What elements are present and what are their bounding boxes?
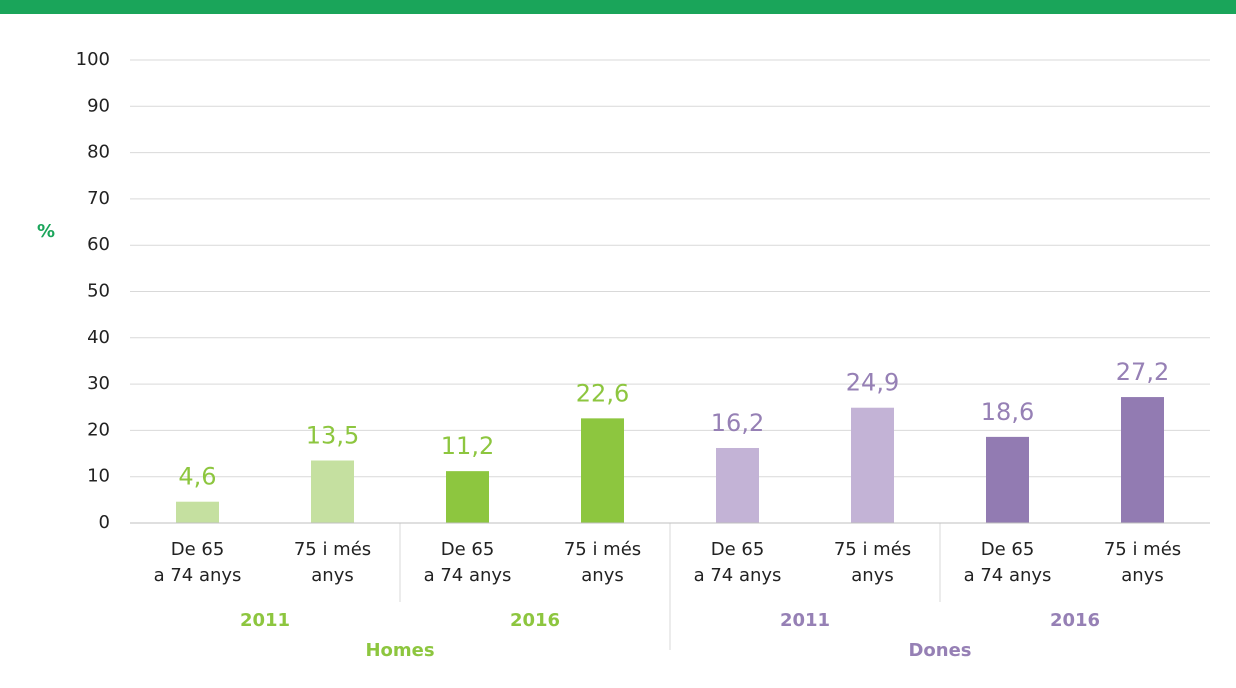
bar <box>176 501 219 523</box>
group-label: Dones <box>908 640 971 661</box>
x-tick-label: De 65 <box>711 539 765 560</box>
bar <box>716 447 759 523</box>
y-tick-label: 100 <box>76 49 110 70</box>
y-tick-label: 10 <box>87 466 110 487</box>
value-label: 11,2 <box>441 432 494 460</box>
x-tick-label: anys <box>1121 565 1163 586</box>
value-label: 18,6 <box>981 398 1034 426</box>
x-tick-label: 75 i més <box>294 539 371 560</box>
value-label: 22,6 <box>576 379 629 407</box>
y-tick-label: 80 <box>87 142 110 163</box>
x-tick-label: 75 i més <box>834 539 911 560</box>
x-tick-label: De 65 <box>171 539 225 560</box>
x-tick-label: a 74 anys <box>964 565 1052 586</box>
year-label: 2011 <box>240 610 290 631</box>
x-tick-label: De 65 <box>441 539 495 560</box>
x-tick-label: 75 i més <box>564 539 641 560</box>
x-tick-label: a 74 anys <box>154 565 242 586</box>
y-axis-label: % <box>37 221 55 242</box>
year-label: 2016 <box>510 610 560 631</box>
x-tick-label: a 74 anys <box>694 565 782 586</box>
y-tick-label: 0 <box>99 512 110 533</box>
bar <box>311 460 354 523</box>
bar <box>851 407 894 523</box>
bar <box>986 436 1029 523</box>
value-label: 27,2 <box>1116 358 1169 386</box>
value-label: 4,6 <box>178 463 216 491</box>
x-tick-label: anys <box>311 565 353 586</box>
x-tick-label: a 74 anys <box>424 565 512 586</box>
x-tick-label: De 65 <box>981 539 1035 560</box>
value-label: 24,9 <box>846 369 899 397</box>
top-bar <box>0 0 1236 14</box>
x-tick-label: anys <box>851 565 893 586</box>
x-tick-label: 75 i més <box>1104 539 1181 560</box>
y-tick-label: 20 <box>87 419 110 440</box>
x-tick-label: anys <box>581 565 623 586</box>
bar <box>581 418 624 523</box>
value-label: 16,2 <box>711 409 764 437</box>
bar <box>446 471 489 523</box>
y-tick-label: 30 <box>87 373 110 394</box>
year-label: 2011 <box>780 610 830 631</box>
y-tick-label: 50 <box>87 281 110 302</box>
y-tick-label: 40 <box>87 327 110 348</box>
y-tick-label: 90 <box>87 95 110 116</box>
value-label: 13,5 <box>306 421 359 449</box>
year-label: 2016 <box>1050 610 1100 631</box>
y-tick-label: 70 <box>87 188 110 209</box>
bar <box>1121 397 1164 523</box>
y-tick-label: 60 <box>87 234 110 255</box>
group-label: Homes <box>365 640 434 661</box>
